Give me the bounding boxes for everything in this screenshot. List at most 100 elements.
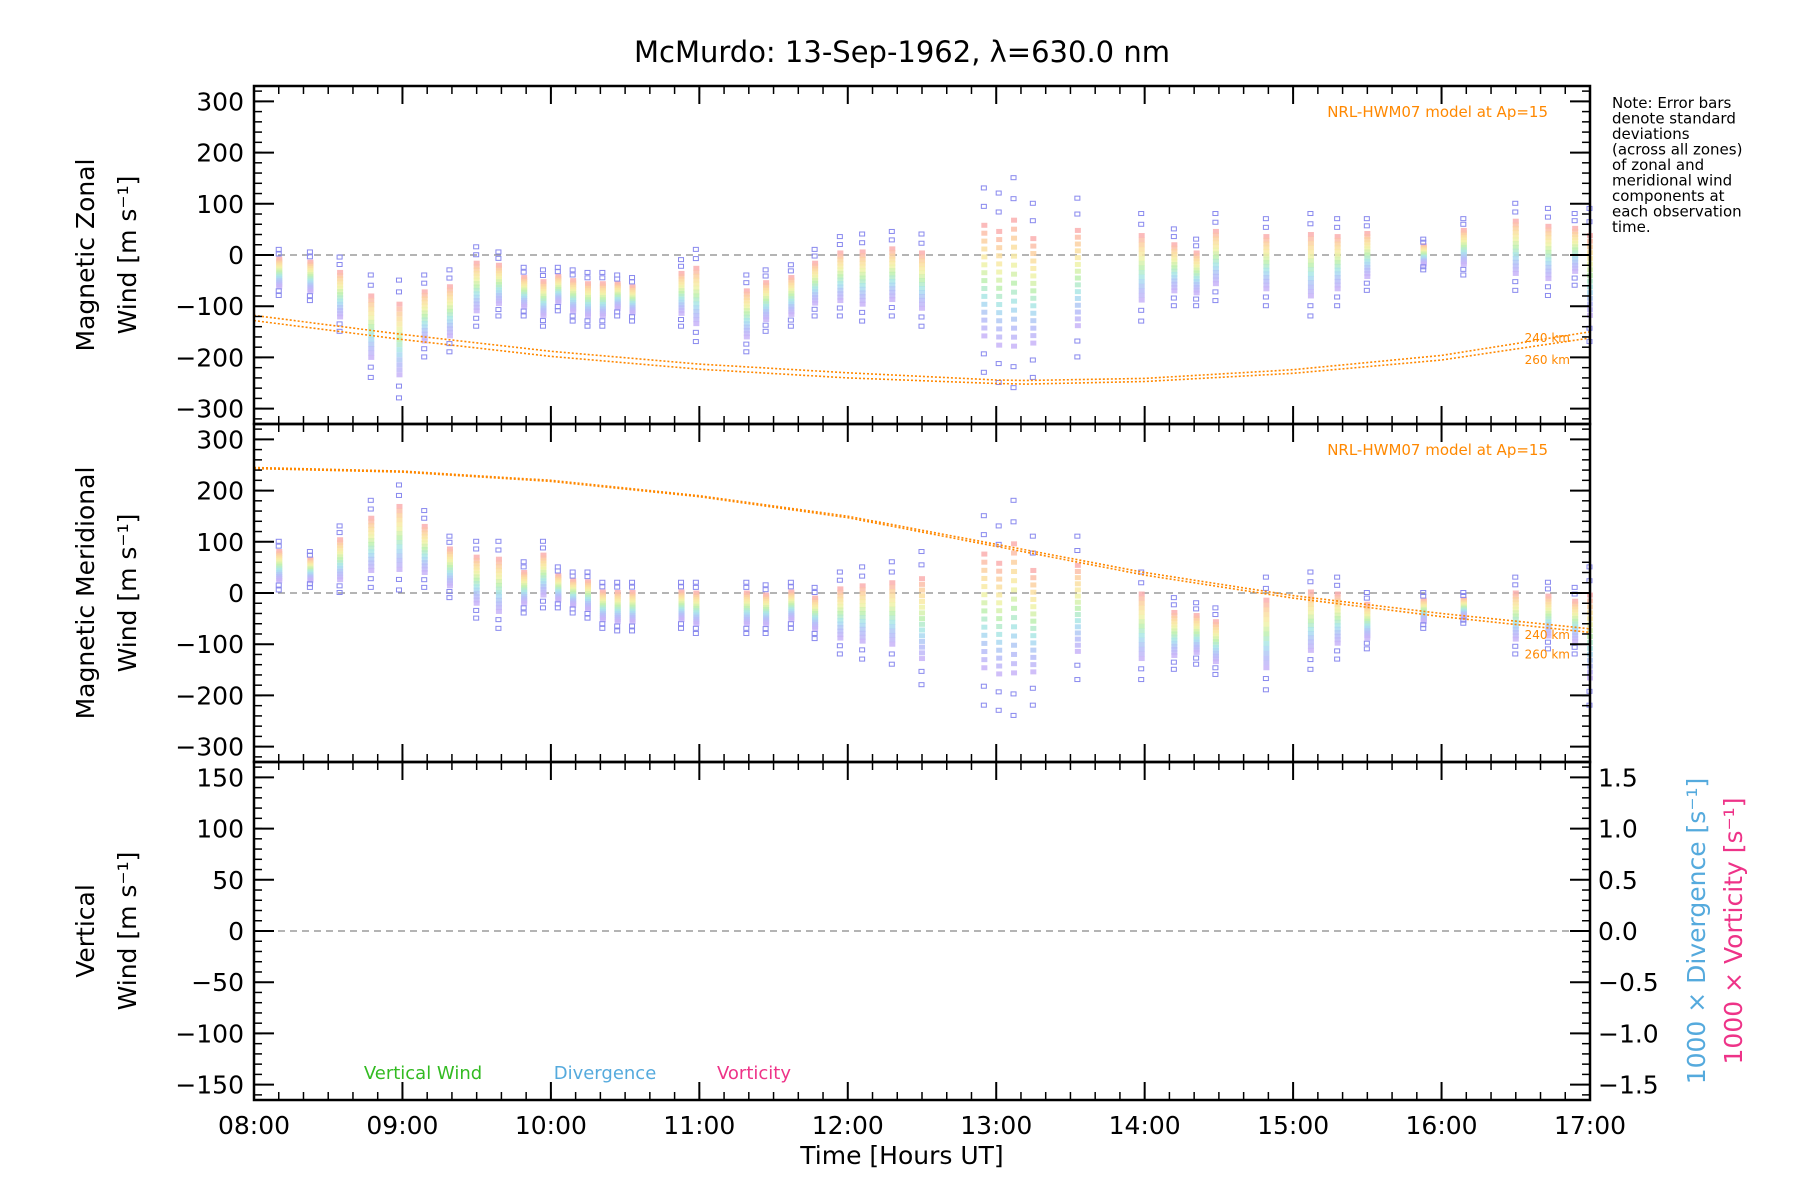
data-point xyxy=(1193,649,1200,655)
data-point xyxy=(743,301,750,307)
data-point xyxy=(275,251,282,257)
data-point xyxy=(368,341,375,347)
data-point xyxy=(1212,650,1219,656)
data-point xyxy=(743,304,750,310)
data-point xyxy=(1512,270,1519,276)
data-point xyxy=(520,559,527,565)
data-point xyxy=(1171,245,1178,251)
data-point xyxy=(1011,651,1018,657)
data-point xyxy=(446,551,453,557)
data-point xyxy=(889,597,896,603)
data-point xyxy=(1572,632,1579,638)
data-point xyxy=(368,523,375,529)
data-point xyxy=(693,277,700,283)
data-point xyxy=(1138,318,1145,324)
data-point xyxy=(395,587,402,593)
data-point xyxy=(520,610,527,616)
data-point xyxy=(1074,309,1081,315)
data-point xyxy=(859,599,866,605)
data-point xyxy=(889,249,896,255)
data-point xyxy=(1263,660,1270,666)
data-point xyxy=(614,628,621,634)
data-point xyxy=(1307,271,1314,277)
data-point xyxy=(473,564,480,570)
data-point xyxy=(837,281,844,287)
data-point xyxy=(396,530,403,536)
data-point xyxy=(473,274,480,280)
data-point xyxy=(1138,269,1145,275)
data-point xyxy=(981,301,988,307)
data-point xyxy=(1307,253,1314,259)
data-point xyxy=(743,331,750,337)
data-point xyxy=(836,242,843,248)
data-point xyxy=(1307,639,1314,645)
data-point xyxy=(1171,609,1178,615)
data-point xyxy=(1011,587,1018,593)
data-point xyxy=(678,285,685,291)
data-point xyxy=(692,625,699,631)
data-point xyxy=(1074,211,1081,217)
data-point xyxy=(1572,638,1579,644)
data-point xyxy=(837,274,844,280)
data-point xyxy=(1307,579,1314,585)
data-point xyxy=(1545,613,1552,619)
data-point xyxy=(1074,248,1081,254)
observation-group xyxy=(473,244,480,329)
data-point xyxy=(787,584,794,590)
data-point xyxy=(1512,237,1519,243)
data-point xyxy=(678,263,685,269)
data-point xyxy=(1307,601,1314,607)
data-point xyxy=(629,275,636,281)
data-point xyxy=(1193,600,1200,606)
data-point xyxy=(421,289,428,295)
data-point xyxy=(788,277,795,283)
data-point xyxy=(495,268,502,274)
data-point xyxy=(1011,541,1018,547)
observation-group xyxy=(1170,595,1178,672)
data-point xyxy=(763,309,770,315)
data-point xyxy=(981,230,988,236)
data-point xyxy=(812,277,819,283)
data-point xyxy=(1572,259,1579,265)
data-point xyxy=(693,309,700,315)
y-tick-label: 50 xyxy=(212,866,244,895)
data-point xyxy=(1193,606,1200,612)
data-point xyxy=(743,272,750,278)
data-point xyxy=(743,288,750,294)
data-point xyxy=(520,605,527,611)
data-point xyxy=(1512,248,1519,254)
data-point xyxy=(1193,642,1200,648)
data-point xyxy=(1138,651,1145,657)
data-point xyxy=(539,538,546,544)
data-point xyxy=(678,625,685,631)
data-point xyxy=(446,329,453,335)
data-point xyxy=(1512,279,1519,285)
data-point xyxy=(692,584,699,590)
observation-group xyxy=(554,564,562,611)
data-point xyxy=(1545,607,1552,613)
data-point xyxy=(1263,636,1270,642)
data-point xyxy=(421,328,428,334)
data-point xyxy=(743,327,750,333)
data-point xyxy=(1074,354,1081,360)
data-point xyxy=(1171,622,1178,628)
data-point xyxy=(570,602,577,608)
y2-tick-label: 0.0 xyxy=(1598,917,1638,946)
data-point xyxy=(1193,267,1200,273)
data-point xyxy=(421,556,428,562)
data-point xyxy=(1334,294,1341,300)
data-point xyxy=(1138,251,1145,257)
data-point xyxy=(1212,262,1219,268)
data-point xyxy=(1334,234,1341,240)
data-point xyxy=(836,651,843,657)
data-point xyxy=(996,671,1003,677)
data-point xyxy=(337,545,344,551)
data-point xyxy=(1138,221,1145,227)
data-point xyxy=(1262,574,1269,580)
data-point xyxy=(996,245,1003,251)
data-point xyxy=(495,307,502,313)
data-point xyxy=(540,552,547,558)
data-point xyxy=(919,644,925,650)
data-point xyxy=(421,324,428,330)
data-point xyxy=(569,573,576,579)
